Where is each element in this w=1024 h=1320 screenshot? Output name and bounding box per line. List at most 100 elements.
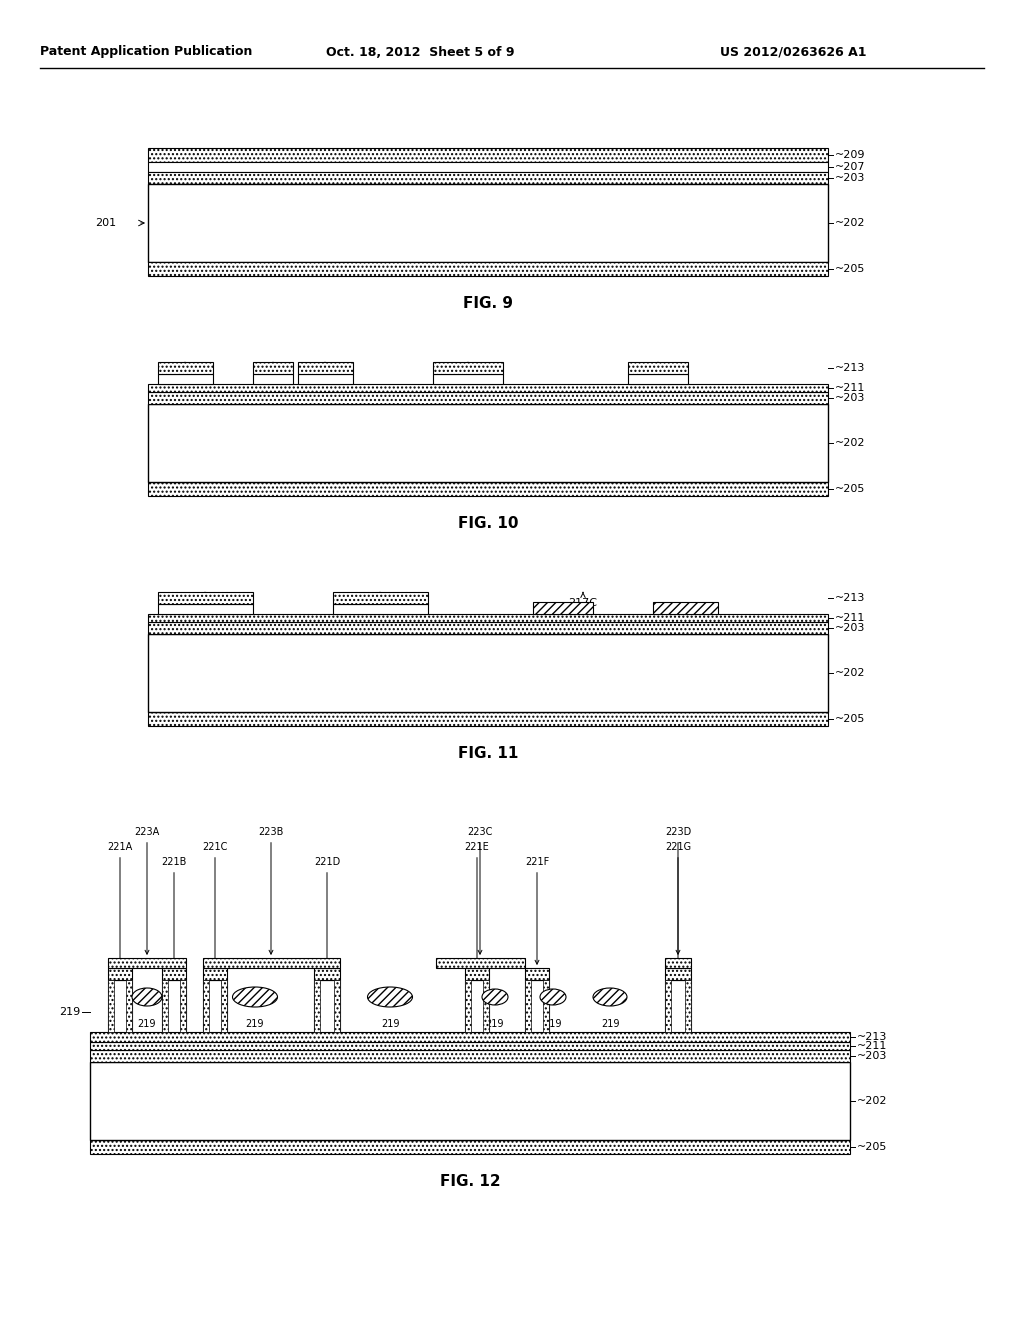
- Bar: [90, 1041, 850, 1049]
- Bar: [203, 979, 227, 1032]
- Text: ~203: ~203: [835, 623, 865, 634]
- Bar: [298, 374, 353, 384]
- Text: 223B: 223B: [258, 828, 284, 954]
- Text: ~213: ~213: [857, 1032, 888, 1041]
- Text: 219: 219: [485, 1019, 504, 1030]
- Bar: [628, 362, 688, 374]
- Text: 219: 219: [601, 1019, 620, 1030]
- Bar: [314, 968, 340, 979]
- Bar: [665, 958, 691, 968]
- Text: FIG. 10: FIG. 10: [458, 516, 518, 532]
- Text: ~205: ~205: [835, 264, 865, 275]
- Bar: [148, 711, 828, 726]
- Text: Patent Application Publication: Patent Application Publication: [40, 45, 252, 58]
- Bar: [90, 1140, 850, 1154]
- Bar: [543, 979, 549, 1032]
- Text: 215D: 215D: [454, 363, 482, 378]
- Bar: [108, 958, 186, 968]
- Bar: [465, 979, 489, 1032]
- Text: 221B: 221B: [162, 857, 186, 964]
- Text: 221F: 221F: [525, 857, 549, 964]
- Text: FIG. 12: FIG. 12: [439, 1175, 501, 1189]
- Text: 215A: 215A: [171, 363, 200, 378]
- Bar: [436, 958, 525, 968]
- Text: 219: 219: [58, 1007, 80, 1016]
- Bar: [162, 968, 186, 979]
- Bar: [628, 374, 688, 384]
- Bar: [148, 634, 828, 711]
- Bar: [148, 148, 828, 162]
- Bar: [90, 1032, 850, 1041]
- Text: ~205: ~205: [857, 1142, 888, 1152]
- Bar: [221, 979, 227, 1032]
- Bar: [158, 362, 213, 374]
- Bar: [90, 1063, 850, 1140]
- Bar: [148, 622, 828, 634]
- Text: 219: 219: [246, 1019, 264, 1030]
- Text: ~202: ~202: [835, 438, 865, 447]
- Text: ~202: ~202: [835, 668, 865, 678]
- Text: 219: 219: [381, 1019, 399, 1030]
- Bar: [148, 162, 828, 172]
- Bar: [203, 958, 340, 968]
- Text: 217A: 217A: [190, 593, 219, 609]
- Text: ~207: ~207: [835, 162, 865, 172]
- Text: 223D: 223D: [665, 828, 691, 954]
- Bar: [203, 968, 227, 979]
- Text: ~211: ~211: [835, 383, 865, 393]
- Bar: [465, 968, 489, 979]
- Bar: [665, 979, 691, 1032]
- Text: 217B: 217B: [366, 593, 394, 609]
- Text: 223C: 223C: [467, 828, 493, 954]
- Text: ~203: ~203: [835, 393, 865, 403]
- Bar: [314, 979, 319, 1032]
- Text: ~211: ~211: [857, 1041, 888, 1051]
- Bar: [653, 602, 718, 614]
- Bar: [685, 979, 691, 1032]
- Bar: [483, 979, 489, 1032]
- Text: ~211: ~211: [835, 612, 865, 623]
- Bar: [158, 605, 253, 614]
- Bar: [158, 374, 213, 384]
- Bar: [253, 374, 293, 384]
- Bar: [298, 362, 353, 374]
- Bar: [158, 591, 253, 605]
- Bar: [525, 979, 531, 1032]
- Text: ~202: ~202: [835, 218, 865, 228]
- Text: 219: 219: [138, 1019, 157, 1030]
- Bar: [334, 979, 340, 1032]
- Text: 223A: 223A: [134, 828, 160, 954]
- Text: ~205: ~205: [835, 714, 865, 723]
- Bar: [148, 172, 828, 183]
- Bar: [162, 979, 186, 1032]
- Ellipse shape: [232, 987, 278, 1007]
- Bar: [148, 614, 828, 622]
- Text: 221A: 221A: [108, 842, 133, 964]
- Bar: [180, 979, 186, 1032]
- Bar: [253, 362, 293, 374]
- Text: US 2012/0263626 A1: US 2012/0263626 A1: [720, 45, 866, 58]
- Bar: [126, 979, 132, 1032]
- Text: FIG. 11: FIG. 11: [458, 747, 518, 762]
- Bar: [433, 374, 503, 384]
- Bar: [148, 261, 828, 276]
- Bar: [108, 979, 132, 1032]
- Text: 201: 201: [95, 218, 116, 228]
- Ellipse shape: [540, 989, 566, 1005]
- Text: ~213: ~213: [835, 363, 865, 374]
- Bar: [148, 392, 828, 404]
- Text: 221G: 221G: [665, 842, 691, 964]
- Text: 217C: 217C: [568, 593, 597, 609]
- Text: ~209: ~209: [835, 150, 865, 160]
- Text: 221D: 221D: [314, 857, 340, 964]
- Bar: [433, 362, 503, 374]
- Ellipse shape: [482, 989, 508, 1005]
- Ellipse shape: [132, 987, 162, 1006]
- Bar: [465, 979, 471, 1032]
- Text: 219: 219: [544, 1019, 562, 1030]
- Bar: [665, 979, 671, 1032]
- Bar: [108, 968, 132, 979]
- Ellipse shape: [593, 987, 627, 1006]
- Bar: [148, 482, 828, 496]
- Bar: [525, 968, 549, 979]
